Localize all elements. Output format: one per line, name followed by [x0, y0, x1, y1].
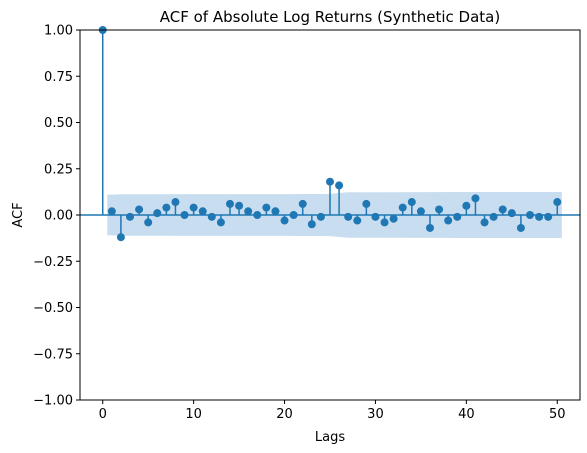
acf-point-lag-11 — [198, 207, 207, 216]
x-tick-label: 40 — [458, 407, 475, 422]
acf-point-lag-9 — [180, 211, 189, 219]
acf-point-lag-12 — [207, 212, 216, 221]
x-tick-label: 20 — [276, 407, 293, 422]
acf-point-lag-38 — [444, 216, 453, 225]
acf-point-lag-20 — [280, 216, 289, 225]
acf-point-lag-41 — [471, 194, 480, 203]
y-axis-label: ACF — [11, 202, 26, 227]
plot-area — [80, 26, 580, 242]
acf-point-lag-24 — [316, 212, 325, 221]
x-axis-label: Lags — [315, 430, 345, 445]
acf-point-lag-21 — [289, 211, 298, 219]
acf-point-lag-48 — [535, 212, 544, 221]
y-tick-label: −0.25 — [33, 255, 73, 270]
y-tick-label: 1.00 — [44, 24, 73, 39]
acf-point-lag-31 — [380, 218, 389, 227]
y-axis: −1.00 −0.75 −0.50 −0.25 0.00 0.25 0.50 0.75 1.00 — [33, 24, 80, 409]
acf-point-lag-23 — [307, 220, 316, 229]
acf-point-lag-35 — [416, 207, 425, 216]
acf-point-lag-34 — [407, 198, 416, 207]
y-tick-label: −0.75 — [33, 347, 73, 362]
acf-point-lag-32 — [389, 214, 398, 223]
y-tick-label: 0.75 — [44, 70, 73, 85]
acf-point-lag-49 — [544, 212, 553, 221]
acf-point-lag-5 — [144, 218, 153, 227]
acf-point-lag-3 — [126, 212, 134, 221]
acf-point-lag-45 — [507, 209, 516, 218]
acf-point-lag-42 — [480, 218, 489, 227]
x-tick-label: 30 — [367, 407, 384, 422]
acf-point-lag-36 — [426, 223, 434, 232]
acf-point-lag-44 — [498, 205, 507, 214]
acf-point-lag-40 — [462, 201, 471, 210]
acf-point-lag-27 — [344, 212, 353, 221]
acf-point-lag-13 — [216, 218, 225, 227]
y-tick-label: −1.00 — [33, 394, 73, 409]
acf-point-lag-16 — [244, 207, 253, 216]
acf-point-lag-10 — [189, 203, 198, 212]
acf-point-lag-28 — [353, 216, 362, 225]
chart-title: ACF of Absolute Log Returns (Synthetic D… — [160, 8, 500, 26]
acf-point-lag-8 — [171, 198, 180, 207]
acf-point-lag-26 — [335, 181, 344, 190]
acf-point-lag-25 — [326, 177, 334, 186]
x-tick-label: 0 — [99, 407, 107, 422]
y-tick-label: 0.50 — [44, 116, 73, 131]
acf-point-lag-14 — [226, 199, 234, 208]
acf-point-lag-7 — [162, 203, 171, 212]
acf-point-lag-18 — [262, 203, 271, 212]
acf-point-lag-4 — [135, 205, 144, 214]
acf-point-lag-19 — [271, 207, 280, 216]
acf-point-lag-46 — [516, 223, 525, 232]
acf-point-lag-37 — [435, 205, 444, 214]
acf-point-lag-2 — [116, 233, 125, 242]
acf-point-lag-30 — [371, 212, 380, 221]
y-tick-label: −0.50 — [33, 301, 73, 316]
acf-point-lag-22 — [298, 199, 307, 208]
y-tick-label: 0.00 — [44, 209, 73, 224]
acf-point-lag-43 — [489, 212, 498, 221]
x-tick-label: 10 — [185, 407, 202, 422]
acf-point-lag-47 — [526, 211, 534, 219]
y-tick-label: 0.25 — [44, 162, 73, 177]
x-tick-label: 50 — [549, 407, 566, 422]
acf-point-lag-1 — [107, 207, 116, 216]
acf-point-lag-33 — [398, 203, 407, 212]
acf-point-lag-50 — [553, 198, 562, 207]
x-axis: 0 10 20 30 40 50 — [99, 400, 566, 422]
acf-point-lag-29 — [362, 199, 371, 208]
acf-point-lag-39 — [453, 212, 462, 221]
acf-point-lag-6 — [153, 209, 162, 218]
acf-point-lag-15 — [235, 201, 244, 210]
acf-point-lag-17 — [253, 211, 262, 219]
